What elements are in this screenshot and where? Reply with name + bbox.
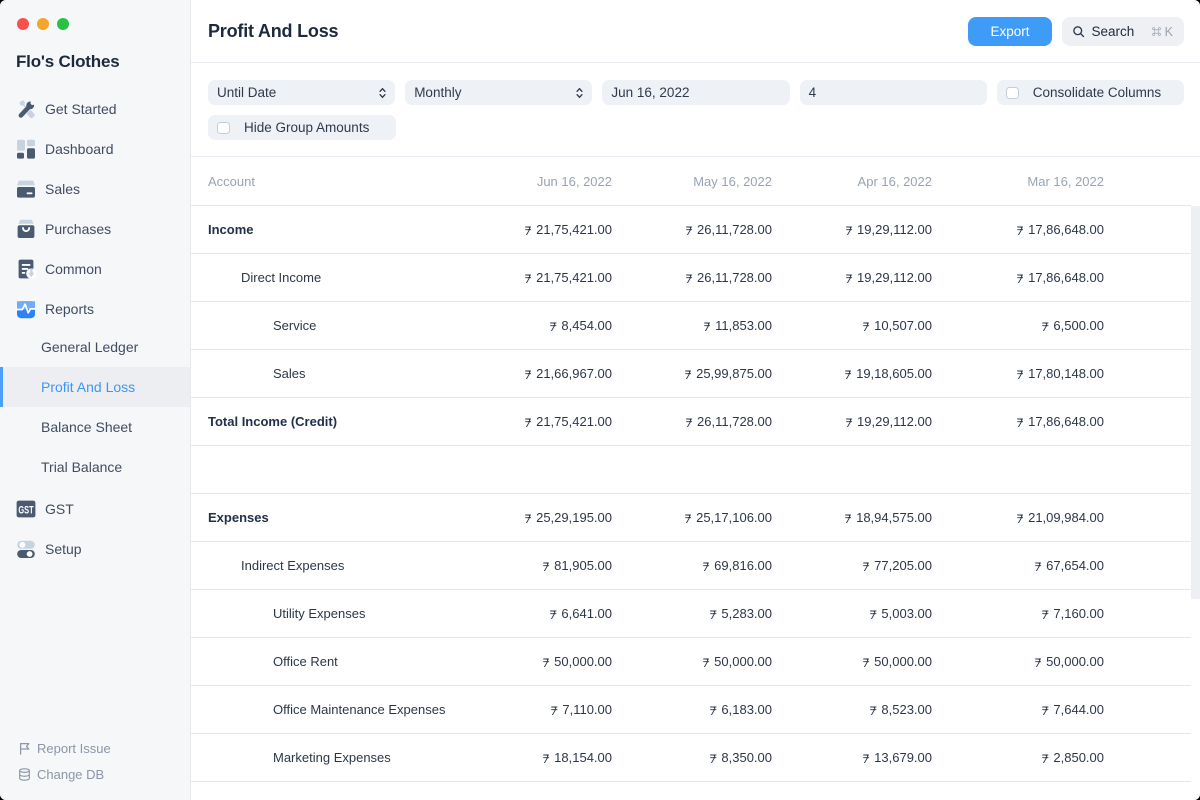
svg-text:GST: GST bbox=[18, 505, 33, 517]
